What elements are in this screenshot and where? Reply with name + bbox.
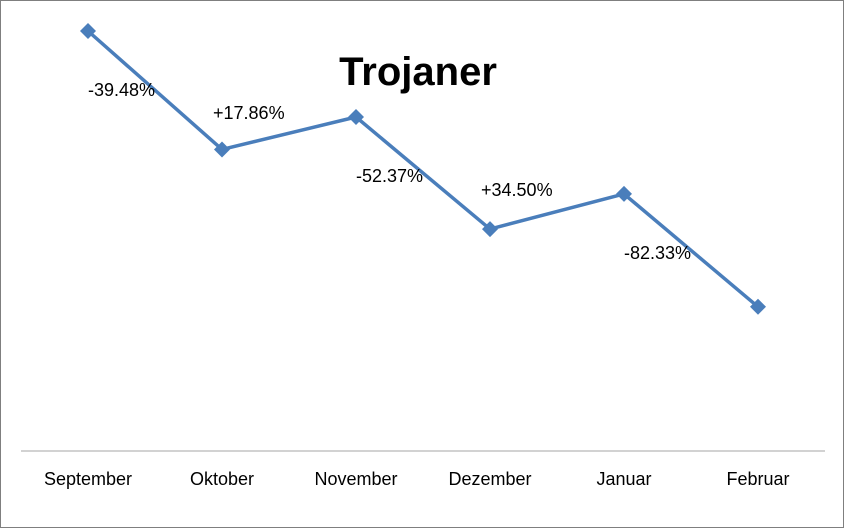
data-point-marker (616, 185, 632, 202)
data-point-marker (750, 298, 766, 315)
data-point-marker (348, 109, 364, 126)
data-point-marker (482, 221, 498, 238)
data-label: +17.86% (213, 103, 285, 123)
series-markers (80, 23, 766, 315)
data-label: -52.37% (356, 166, 423, 186)
x-tick-labels: September Oktober November Dezember Januar Fe… (44, 469, 790, 489)
data-point-marker (214, 141, 230, 158)
chart-title: Trojaner (339, 50, 497, 94)
x-tick-label: Januar (596, 469, 651, 489)
x-tick-label: Dezember (448, 469, 531, 489)
x-tick-label: Oktober (190, 469, 254, 489)
data-label: -39.48% (88, 80, 155, 100)
series-line (86, 29, 760, 309)
data-label: +34.50% (481, 180, 553, 200)
x-tick-label: September (44, 469, 132, 489)
data-label: -82.33% (624, 243, 691, 263)
x-tick-label: November (314, 469, 397, 489)
data-point-marker (80, 23, 96, 39)
data-labels: -39.48% +17.86% -52.37% +34.50% -82.33% (88, 80, 691, 263)
x-tick-label: Februar (726, 469, 789, 489)
